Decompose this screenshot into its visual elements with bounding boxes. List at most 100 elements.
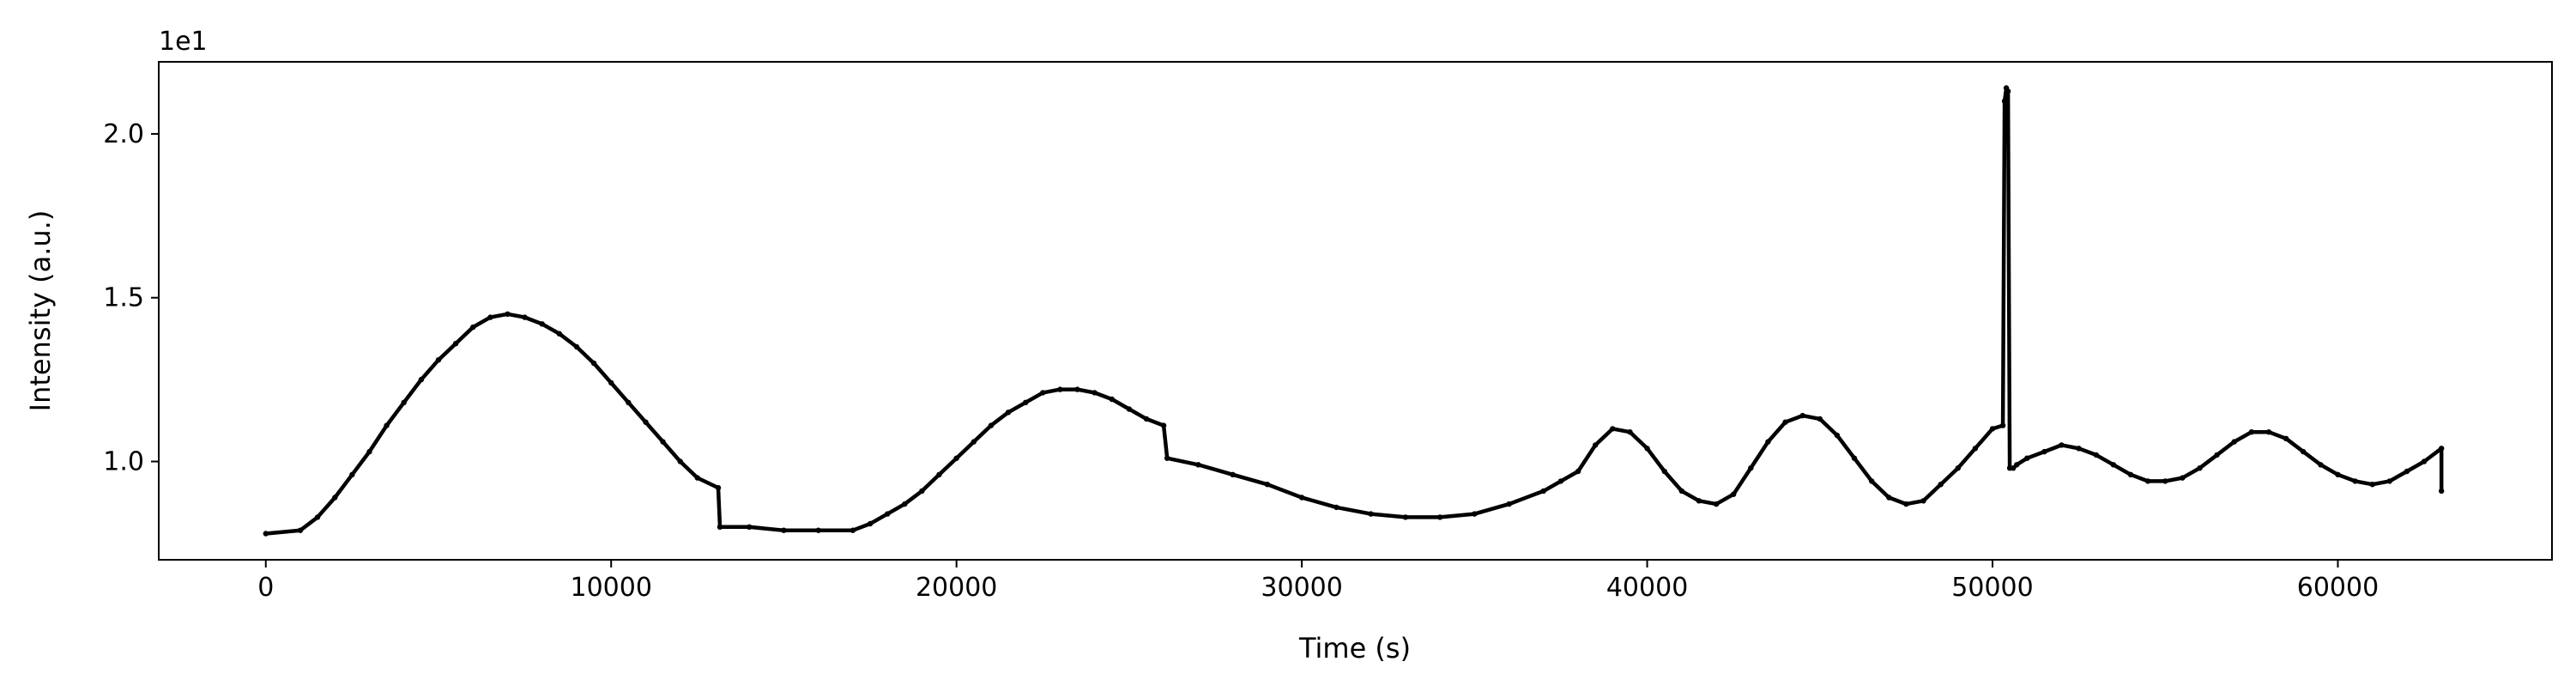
data-point xyxy=(988,422,995,428)
data-point xyxy=(781,527,787,533)
x-tick-label: 30000 xyxy=(1261,573,1342,603)
data-point xyxy=(1109,396,1116,403)
data-point xyxy=(1782,419,1788,425)
x-tick-label: 0 xyxy=(257,573,274,603)
data-point xyxy=(1955,465,1961,471)
data-point xyxy=(1040,390,1046,396)
data-point xyxy=(2024,455,2030,461)
data-point xyxy=(2162,478,2168,484)
data-point xyxy=(1264,482,1271,488)
data-point xyxy=(332,495,338,501)
data-point xyxy=(815,527,821,533)
data-point xyxy=(2059,442,2065,448)
data-point xyxy=(902,501,908,507)
data-point xyxy=(1506,501,1512,507)
data-point xyxy=(919,488,925,495)
data-point xyxy=(1402,514,1409,520)
data-point xyxy=(1817,416,1823,422)
data-point xyxy=(2093,452,2099,458)
data-point xyxy=(677,458,683,464)
data-point xyxy=(1903,501,1909,507)
data-point xyxy=(971,439,977,445)
data-point xyxy=(1999,422,2006,428)
data-point xyxy=(1748,465,1754,471)
data-point xyxy=(2248,429,2255,435)
data-point xyxy=(2011,465,2017,471)
data-point xyxy=(2386,478,2392,484)
data-point xyxy=(936,471,942,477)
data-point xyxy=(1575,468,1581,475)
x-tick-label: 20000 xyxy=(916,573,997,603)
data-point xyxy=(384,422,390,428)
data-point xyxy=(953,455,959,461)
data-point xyxy=(487,314,493,320)
data-point xyxy=(435,357,442,363)
data-point xyxy=(694,475,700,481)
data-point xyxy=(1091,390,1098,396)
y-offset-label: 1e1 xyxy=(159,27,208,57)
data-point xyxy=(850,527,856,533)
data-point xyxy=(1610,426,1616,432)
data-point xyxy=(1834,432,1841,439)
data-point xyxy=(1472,511,1478,517)
data-point xyxy=(1368,511,1374,517)
data-point xyxy=(1678,488,1685,495)
data-point xyxy=(314,514,321,520)
data-point xyxy=(2352,478,2358,484)
data-point xyxy=(608,379,614,386)
data-point xyxy=(643,419,649,425)
ticks-layer: 0 10000 20000 30000 40000 50000 60000 1.0 1.5 2.0 xyxy=(103,119,2379,603)
data-point xyxy=(2231,439,2237,445)
data-point xyxy=(1886,495,1892,501)
data-point xyxy=(2076,446,2082,452)
x-tick-label: 50000 xyxy=(1951,573,2033,603)
data-point xyxy=(2369,482,2375,488)
data-point xyxy=(2265,429,2272,435)
y-axis-label: Intensity (a.u.) xyxy=(24,210,57,412)
y-tick-label: 2.0 xyxy=(103,119,144,149)
x-tick-label: 10000 xyxy=(570,573,651,603)
data-point xyxy=(717,524,723,530)
data-point xyxy=(2318,462,2324,468)
data-point xyxy=(1005,410,1012,416)
data-point xyxy=(1160,422,1167,428)
data-point xyxy=(1713,501,1720,507)
data-point xyxy=(1989,426,1996,432)
data-point xyxy=(2283,435,2289,441)
data-point xyxy=(2335,471,2341,477)
data-point xyxy=(1661,468,1667,475)
data-point xyxy=(2014,462,2020,468)
plot-frame xyxy=(158,61,2553,561)
data-point xyxy=(2180,475,2186,481)
data-point xyxy=(1057,386,1063,392)
data-point xyxy=(590,360,597,367)
data-point xyxy=(1731,491,1737,497)
data-point xyxy=(660,439,666,445)
data-point xyxy=(539,321,545,327)
data-point xyxy=(1195,462,1201,468)
x-axis-label: Time (s) xyxy=(1298,632,1411,665)
data-point xyxy=(470,324,476,331)
data-point xyxy=(1765,439,1771,445)
series-line xyxy=(263,86,2444,536)
x-tick-label: 60000 xyxy=(2297,573,2379,603)
data-point xyxy=(1851,455,1858,461)
data-point xyxy=(2214,452,2220,458)
data-point xyxy=(556,331,562,337)
y-tick-label: 1.5 xyxy=(103,283,144,313)
data-point xyxy=(452,341,459,347)
data-point xyxy=(1644,446,1650,452)
data-point xyxy=(1593,442,1599,448)
data-point xyxy=(2041,448,2047,455)
data-point xyxy=(1164,455,1170,461)
data-point xyxy=(1799,412,1805,419)
data-point xyxy=(349,471,355,477)
data-point xyxy=(2404,468,2410,475)
data-point xyxy=(366,448,372,455)
data-point xyxy=(2005,88,2011,94)
data-point xyxy=(1023,399,1029,405)
data-point xyxy=(1333,504,1339,511)
data-point xyxy=(401,399,407,405)
series-points xyxy=(263,85,2445,537)
data-point xyxy=(573,343,580,350)
